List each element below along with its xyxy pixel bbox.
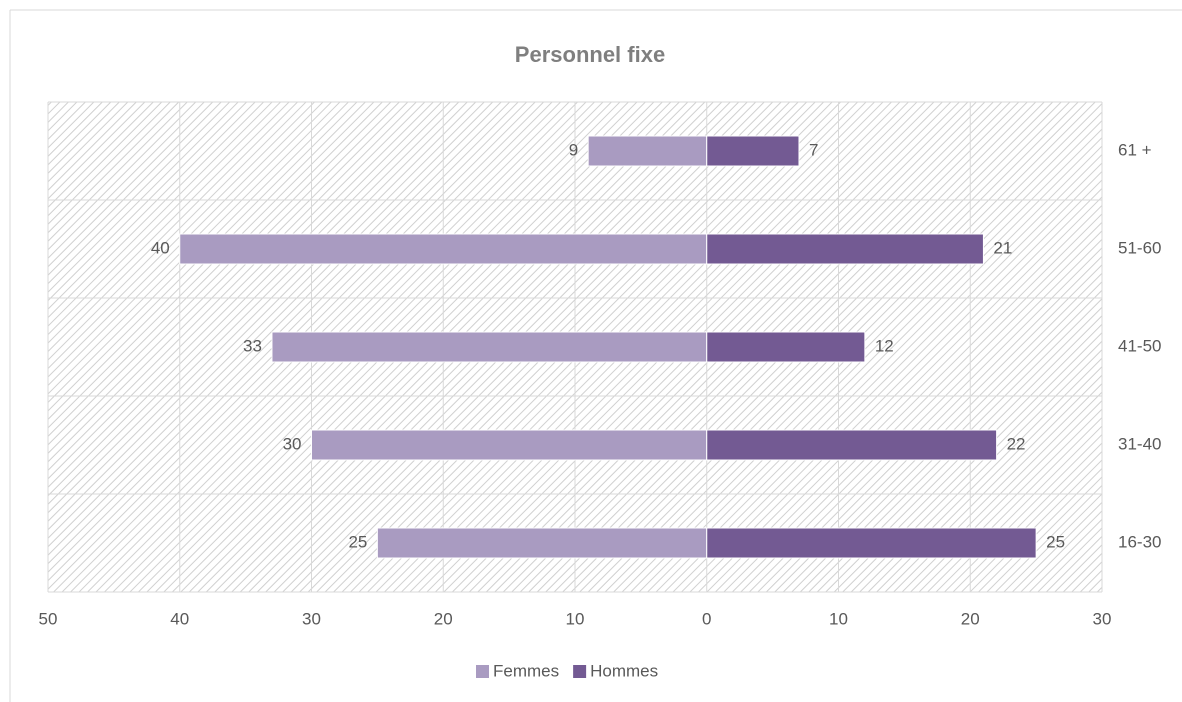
x-tick-label: 30 <box>1093 609 1112 628</box>
x-tick-label: 50 <box>39 609 58 628</box>
x-tick-label: 10 <box>829 609 848 628</box>
data-label: 9 <box>569 140 578 159</box>
data-label: 40 <box>151 238 170 257</box>
bar <box>706 331 866 363</box>
x-tick-label: 30 <box>302 609 321 628</box>
category-label: 31-40 <box>1118 434 1161 453</box>
bar <box>706 135 800 167</box>
x-tick-label: 20 <box>434 609 453 628</box>
data-label: 7 <box>809 140 818 159</box>
x-tick-label: 20 <box>961 609 980 628</box>
data-label: 30 <box>283 434 302 453</box>
chart-title: Personnel fixe <box>515 42 665 67</box>
legend-label: Femmes <box>493 661 559 680</box>
data-label: 21 <box>993 238 1012 257</box>
bar <box>706 233 984 265</box>
legend-swatch <box>573 665 587 678</box>
bar <box>311 429 708 461</box>
bar <box>271 331 708 363</box>
x-tick-label: 10 <box>566 609 585 628</box>
category-label: 16-30 <box>1118 532 1161 551</box>
x-tick-label: 0 <box>702 609 711 628</box>
x-tick-label: 40 <box>170 609 189 628</box>
category-label: 61 + <box>1118 140 1152 159</box>
bar <box>179 233 708 265</box>
data-label: 22 <box>1007 434 1026 453</box>
legend-label: Hommes <box>590 661 658 680</box>
data-label: 25 <box>1046 532 1065 551</box>
category-label: 41-50 <box>1118 336 1161 355</box>
bar <box>706 429 998 461</box>
bar <box>587 135 708 167</box>
data-label: 33 <box>243 336 262 355</box>
data-label: 25 <box>348 532 367 551</box>
legend-swatch <box>476 665 489 678</box>
data-label: 12 <box>875 336 894 355</box>
category-label: 51-60 <box>1118 238 1161 257</box>
bar <box>706 527 1037 559</box>
bar <box>376 527 708 559</box>
